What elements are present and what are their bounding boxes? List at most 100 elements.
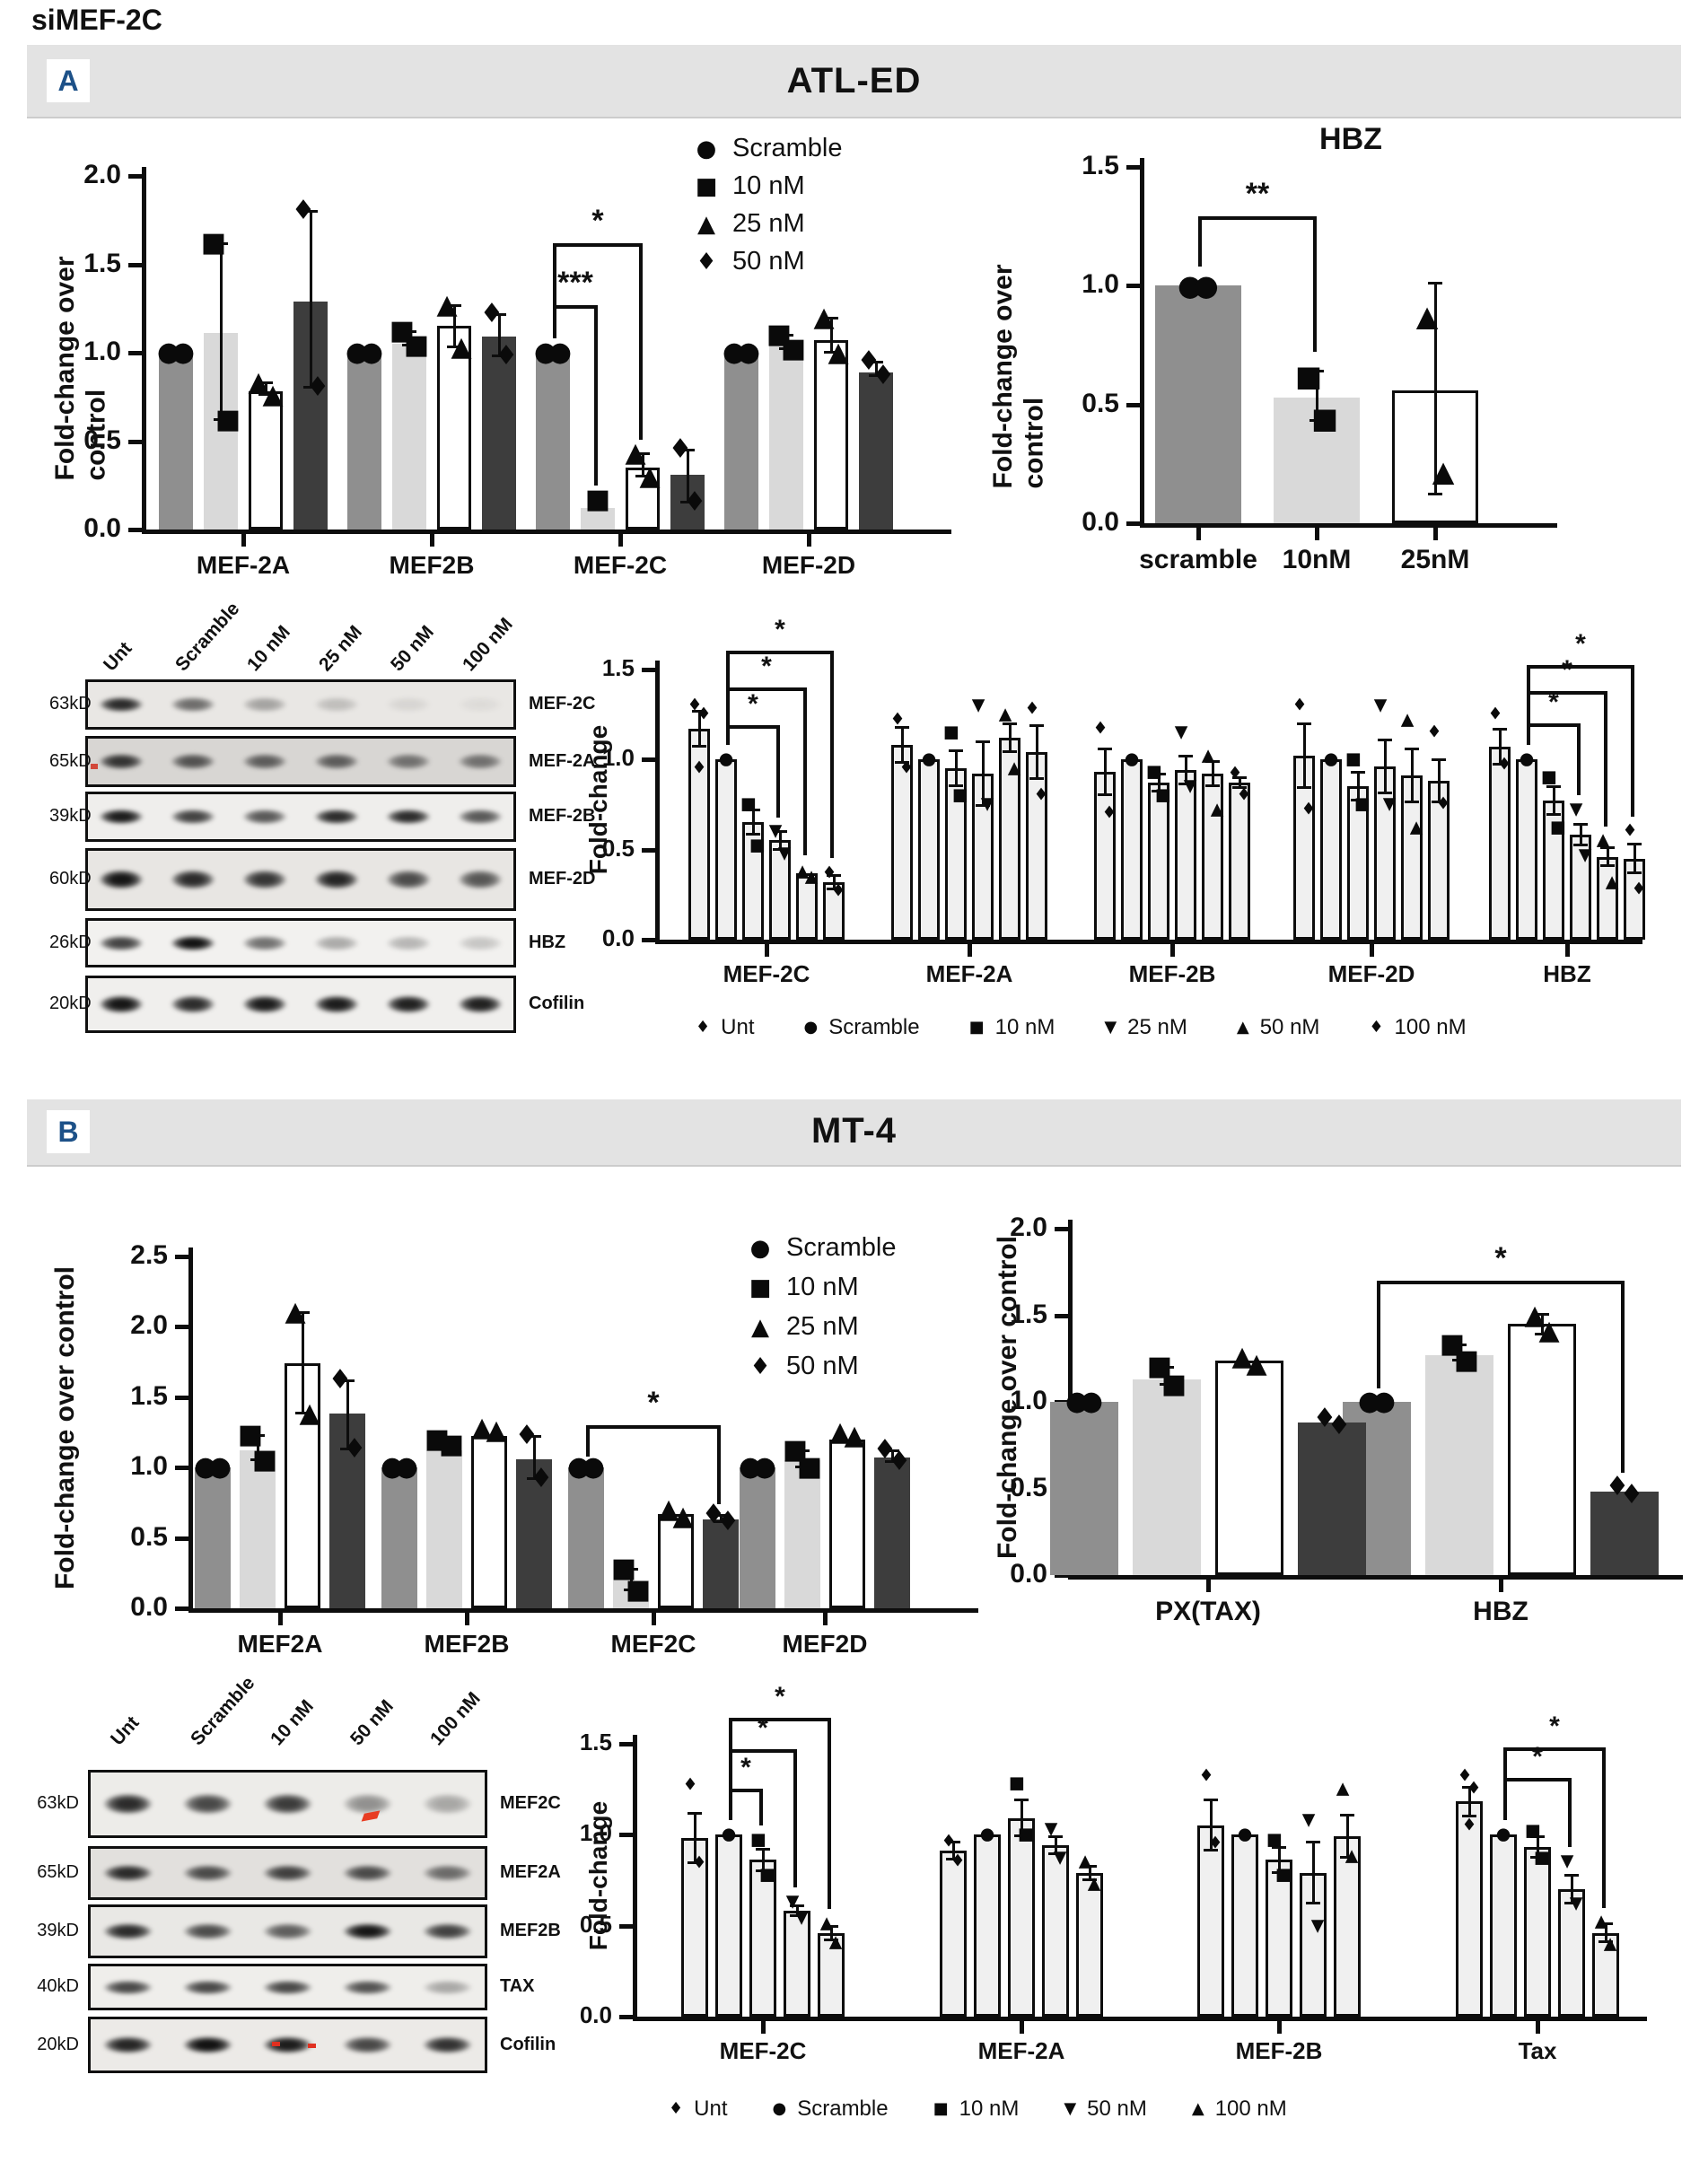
error-bar-cap	[258, 381, 273, 384]
error-bar-cap	[1306, 1841, 1320, 1843]
data-point-marker: ▲	[1432, 454, 1455, 488]
y-tick-label: 1.5	[1082, 151, 1119, 180]
blot-band	[380, 933, 437, 953]
bar	[392, 344, 426, 530]
blot-band	[236, 933, 293, 953]
x-category-label: HBZ	[1473, 1597, 1528, 1626]
error-bar	[785, 335, 788, 349]
significance-bracket	[553, 243, 556, 338]
bar	[1229, 783, 1250, 940]
data-point-marker: ■	[1354, 793, 1371, 814]
y-tick	[642, 848, 655, 853]
data-point-marker: ♦	[1312, 1403, 1337, 1434]
bar	[1425, 1355, 1493, 1575]
significance-label: *	[647, 1386, 660, 1420]
error-bar-cap	[1599, 1922, 1613, 1925]
x-category-label: MEF-2B	[1235, 2037, 1323, 2064]
data-point-marker: ●	[193, 1451, 218, 1483]
error-bar	[796, 1905, 799, 1916]
molecular-weight-label: 39kD	[37, 1921, 79, 1940]
data-point-marker: ♦	[1631, 879, 1647, 899]
error-bar	[1499, 729, 1502, 765]
x-category-label: 25nM	[1400, 545, 1470, 574]
data-point-marker: ■	[1155, 784, 1171, 805]
x-tick	[465, 1613, 469, 1625]
data-point-marker: ♦	[1101, 802, 1117, 823]
significance-label: *	[740, 1753, 751, 1782]
legend-marker: ♦	[1369, 1018, 1384, 1037]
error-bar	[1239, 777, 1241, 788]
y-tick-label: 1.0	[1082, 269, 1119, 299]
data-point-marker: ●	[1194, 268, 1219, 302]
molecular-weight-label: 20kD	[49, 994, 92, 1013]
x-axis	[188, 1608, 978, 1613]
error-bar-cap	[1014, 1834, 1029, 1837]
error-bar-cap	[1082, 1865, 1097, 1868]
data-point-marker: ♦	[682, 1774, 698, 1795]
legend-label: 100 nM	[1394, 1015, 1467, 1039]
error-bar	[875, 362, 878, 376]
x-category-label: MEF2D	[782, 1630, 868, 1658]
data-point-marker: ●	[533, 337, 558, 368]
bar	[874, 1458, 910, 1608]
error-bar-cap	[1160, 1383, 1174, 1386]
data-point-marker: ▲	[1603, 1933, 1617, 1954]
legend-label: 25 nM	[786, 1312, 859, 1341]
significance-bracket	[828, 1718, 831, 1909]
error-bar-cap	[303, 386, 318, 389]
error-bar-cap	[1627, 843, 1642, 845]
lane-label: 50 nM	[387, 621, 438, 676]
bar	[1094, 772, 1116, 940]
data-point-marker: ♦	[1496, 754, 1512, 775]
error-bar-cap	[688, 1861, 702, 1864]
data-point-marker: ♦	[494, 340, 519, 372]
data-point-marker: ♦	[1236, 784, 1252, 805]
y-axis	[633, 1735, 637, 2020]
bar	[784, 1460, 820, 1608]
x-tick	[1433, 528, 1438, 540]
legend-label: 50 nM	[1087, 2097, 1147, 2121]
x-category-label: MEF-2A	[977, 2037, 1065, 2064]
bar	[724, 353, 758, 530]
bar	[1592, 1933, 1619, 2017]
y-tick	[128, 528, 142, 532]
legend-marker: ♦	[696, 249, 717, 276]
blot-band	[236, 807, 293, 827]
x-tick	[652, 1613, 656, 1625]
blot-band	[176, 1790, 240, 1817]
blot-band	[164, 933, 222, 953]
error-bar-cap	[635, 452, 650, 455]
significance-bracket	[1503, 1778, 1572, 1781]
data-point-marker: ♦	[328, 1364, 353, 1396]
y-tick	[642, 938, 655, 942]
x-tick	[761, 2021, 766, 2034]
bar	[1197, 1825, 1224, 2017]
error-bar	[901, 727, 904, 763]
error-bar-cap	[1082, 1878, 1097, 1881]
error-bar-cap	[1432, 801, 1446, 803]
legend-item: ♦ 100 nM	[1369, 1015, 1466, 1040]
significance-bracket	[1198, 216, 1317, 220]
data-point-marker: ●	[752, 1451, 777, 1483]
x-tick	[278, 1613, 283, 1625]
blot-band	[308, 867, 365, 892]
x-tick	[1020, 2021, 1024, 2034]
protein-label: MEF2A	[500, 1862, 561, 1882]
bar	[1042, 1845, 1069, 2017]
bar	[829, 1440, 865, 1608]
error-bar	[1020, 1799, 1023, 1836]
error-bar	[694, 1813, 696, 1864]
blot-band	[336, 1862, 399, 1884]
data-point-marker: ■	[1310, 401, 1339, 435]
data-point-marker: ♦	[691, 1852, 707, 1873]
blot-band	[380, 867, 437, 892]
error-bar-cap	[1452, 1344, 1467, 1346]
data-point-marker: ♦	[1024, 698, 1040, 719]
panel-a-title: ATL-ED	[786, 61, 922, 101]
error-bar-cap	[1204, 1799, 1218, 1801]
significance-bracket	[830, 651, 834, 858]
error-bar-cap	[1098, 793, 1112, 796]
error-bar	[698, 711, 701, 747]
y-tick-label: 2.0	[130, 1310, 168, 1340]
blot-band	[176, 1978, 240, 1997]
